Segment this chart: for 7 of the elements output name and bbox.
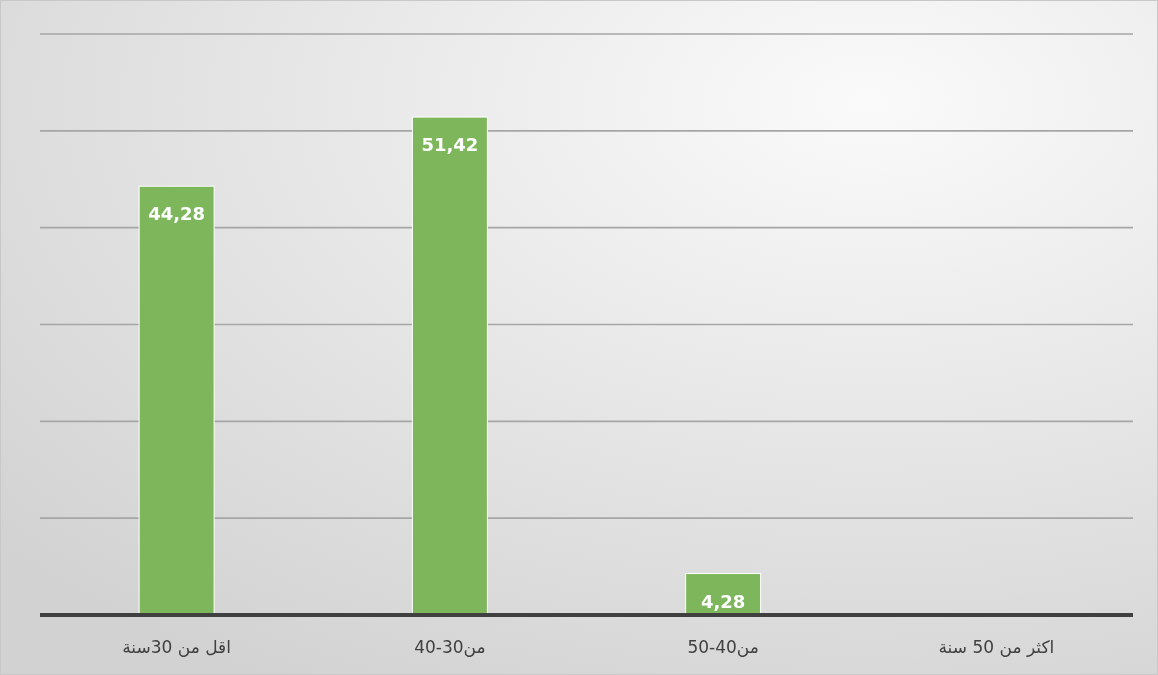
x-tick-label: اكثر من 50 سنة [938,637,1055,657]
x-tick-label: من40-50 [687,637,759,657]
x-tick-label: اقل من 30سنة [122,637,231,657]
x-tick-label: من30-40 [414,637,486,657]
data-label: 4,28 [700,590,746,612]
data-label: 44,28 [148,203,206,225]
data-label: 51,42 [421,134,479,156]
